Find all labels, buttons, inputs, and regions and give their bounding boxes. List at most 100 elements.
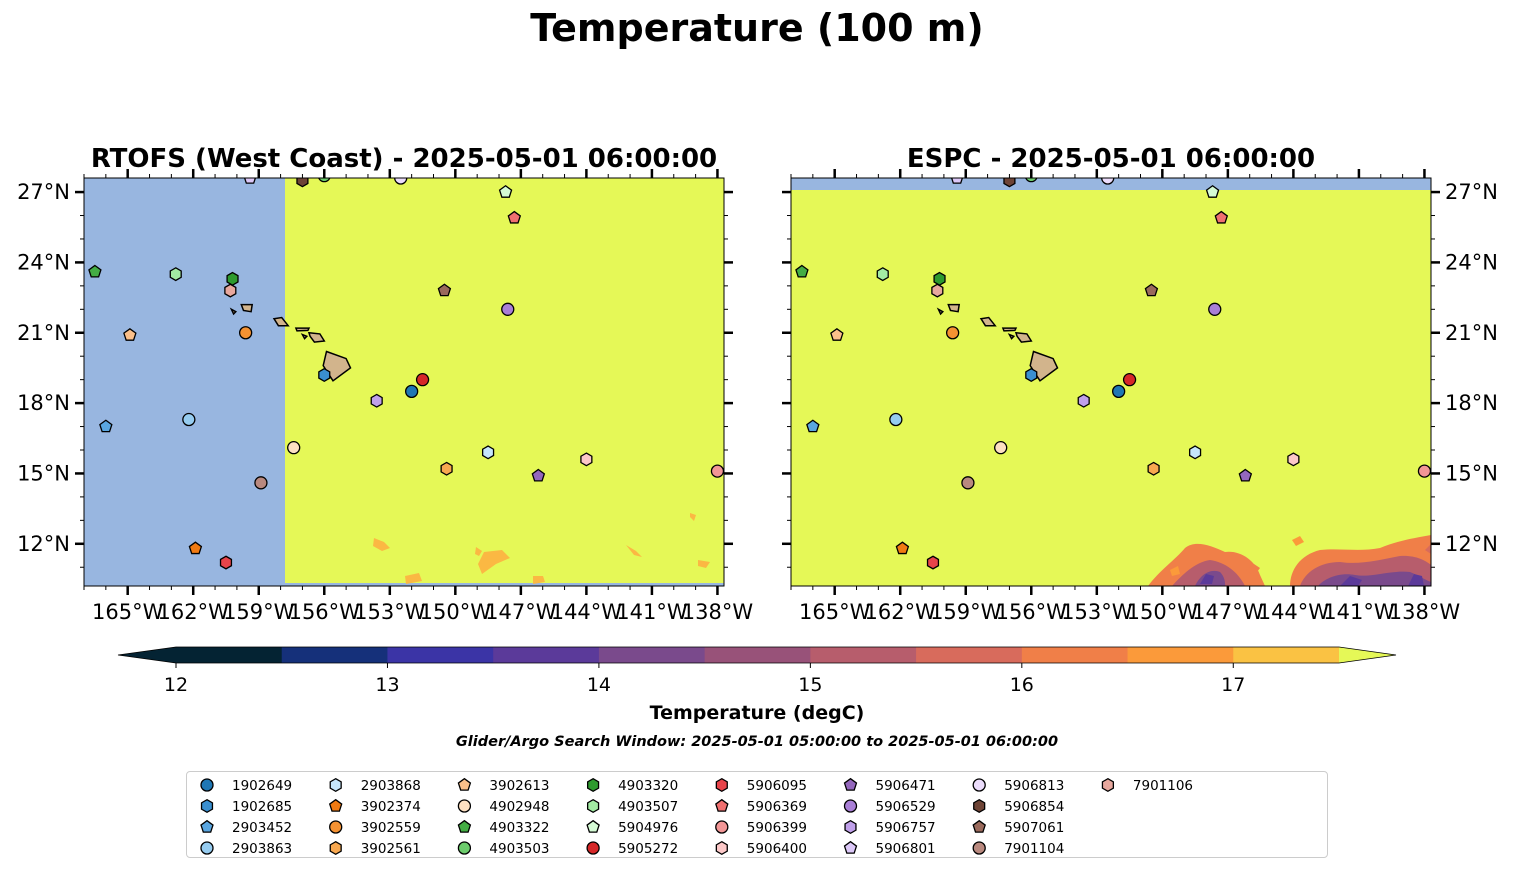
lon-tick-label: 162°W xyxy=(158,600,230,624)
colorbar-bin xyxy=(493,647,600,663)
legend-label: 5906529 xyxy=(876,799,936,815)
lat-tick-label: 27°N xyxy=(1445,180,1498,204)
legend-marker-2903452 xyxy=(200,819,214,833)
legend-label: 5907061 xyxy=(1004,820,1064,836)
lat-tick-label: 21°N xyxy=(17,321,70,345)
lat-tick-label: 12°N xyxy=(17,532,70,556)
float-marker-4903322 xyxy=(88,264,102,278)
legend-label: 3902613 xyxy=(489,778,549,794)
espc-panel: ESPC - 2025-05-01 06:00:00 xyxy=(782,144,1498,624)
float-marker-5906813 xyxy=(394,178,408,185)
legend-marker-5904976 xyxy=(586,819,600,833)
figure-title: Temperature (100 m) xyxy=(530,6,984,50)
legend-label: 2903863 xyxy=(232,841,292,857)
colorbar-over-arrow xyxy=(1339,647,1396,663)
lon-tick-label: 159°W xyxy=(930,600,1002,624)
island-outline xyxy=(300,333,309,340)
lat-tick-label: 24°N xyxy=(1445,250,1498,274)
float-marker-5906529 xyxy=(1208,302,1222,316)
float-marker-2903868 xyxy=(1188,445,1202,460)
island-outline xyxy=(1014,331,1033,343)
float-marker-7901106 xyxy=(931,283,944,298)
lat-tick-label: 15°N xyxy=(1445,461,1498,485)
colorbar-tick-label: 16 xyxy=(1010,674,1034,696)
float-marker-7901104 xyxy=(961,476,975,490)
warm-patches xyxy=(373,513,710,584)
island-outline xyxy=(1007,333,1016,340)
legend-marker-5906399 xyxy=(715,820,729,834)
lon-tick-label: 141°W xyxy=(1323,600,1395,624)
colorbar-label: Temperature (degC) xyxy=(650,702,865,724)
float-marker-1902649 xyxy=(404,384,419,399)
float-marker-5906095 xyxy=(926,555,940,570)
lon-tick-label: 150°W xyxy=(420,600,492,624)
masked-region xyxy=(84,178,285,586)
lat-tick-label: 27°N xyxy=(17,180,70,204)
legend-marker-4903322 xyxy=(457,819,472,833)
lon-tick-label: 159°W xyxy=(223,600,295,624)
float-marker-5906757 xyxy=(370,393,383,408)
float-marker-1902685 xyxy=(318,367,331,383)
espc-map-frame xyxy=(790,177,1432,587)
colorbar-bin xyxy=(598,647,706,663)
float-marker-5906400 xyxy=(1287,452,1300,467)
legend-label: 5906400 xyxy=(747,841,807,857)
legend-label: 4903322 xyxy=(489,820,549,836)
float-marker-2903868 xyxy=(481,445,495,460)
legend-label: 1902649 xyxy=(232,778,292,794)
float-marker-3902561 xyxy=(440,461,453,476)
float-marker-5905272 xyxy=(1122,373,1137,387)
legend-label: 5906471 xyxy=(876,778,936,794)
island-outline xyxy=(240,303,254,313)
float-marker-1902649 xyxy=(1111,384,1126,399)
legend-marker-5906757 xyxy=(844,819,857,835)
float-marker-3902559 xyxy=(945,326,960,340)
float-marker-5906854 xyxy=(1003,178,1016,188)
lat-tick-label: 24°N xyxy=(17,250,70,274)
legend-label: 7901106 xyxy=(1133,778,1193,794)
legend-marker-5906813 xyxy=(972,778,986,792)
masked-strip xyxy=(285,583,724,586)
legend-label: 5906095 xyxy=(747,778,807,794)
float-marker-5907061 xyxy=(437,283,452,297)
colorbar-bin xyxy=(1233,647,1340,663)
lon-tick-label: 138°W xyxy=(1389,600,1461,624)
rtofs-float-markers xyxy=(88,178,724,570)
legend-marker-5906471 xyxy=(843,777,858,791)
legend-label: 7901104 xyxy=(1004,841,1064,857)
float-marker-4903322 xyxy=(795,264,809,278)
legend-marker-5906854 xyxy=(973,798,986,814)
legend-label: 5906399 xyxy=(747,820,807,836)
legend-label: 5906757 xyxy=(876,820,936,836)
legend-label: 1902685 xyxy=(232,799,292,815)
lon-tick-label: 165°W xyxy=(92,600,164,624)
legend-label: 5906801 xyxy=(876,841,936,857)
lon-tick-label: 150°W xyxy=(1127,600,1199,624)
float-marker-7901106 xyxy=(224,283,237,298)
float-legend: 1902649 1902685 2903452 2903863 2903868 39023… xyxy=(186,771,1328,858)
legend-marker-1902649 xyxy=(200,778,214,792)
masked-strip xyxy=(791,178,1431,190)
float-marker-3902561 xyxy=(1147,461,1160,476)
colorbar: 12 13 14 15 16 17 xyxy=(117,646,1397,696)
float-marker-3902613 xyxy=(830,327,844,341)
legend-marker-1902685 xyxy=(200,798,214,814)
float-marker-2903452 xyxy=(806,419,820,433)
espc-panel-title: ESPC - 2025-05-01 06:00:00 xyxy=(907,144,1315,174)
colorbar-bin xyxy=(916,647,1023,663)
island-outline xyxy=(272,316,290,327)
rtofs-panel-title: RTOFS (West Coast) - 2025-05-01 06:00:00 xyxy=(91,144,717,174)
colorbar-bin xyxy=(281,647,388,663)
lat-tick-label: 21°N xyxy=(1445,321,1498,345)
float-marker-5905272 xyxy=(415,373,430,387)
float-legend-entries: 1902649 1902685 2903452 2903863 2903868 39023… xyxy=(200,777,1193,857)
float-marker-3902559 xyxy=(238,326,253,340)
lon-tick-label: 153°W xyxy=(354,600,426,624)
float-marker-3902374 xyxy=(895,541,910,555)
lat-tick-label: 18°N xyxy=(1445,391,1498,415)
legend-label: 3902559 xyxy=(361,820,421,836)
float-marker-4903503 xyxy=(1025,178,1038,183)
legend-marker-7901106 xyxy=(1101,777,1115,793)
colorbar-tick-label: 15 xyxy=(798,674,822,696)
